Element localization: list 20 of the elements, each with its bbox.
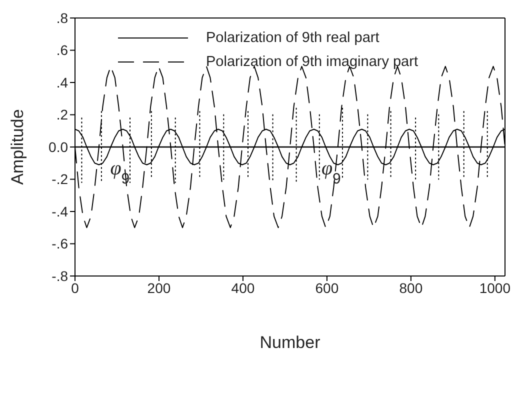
x-tick-label: 0 [71, 280, 80, 296]
y-tick-label: .6 [56, 42, 68, 58]
y-tick-label: -.2 [52, 171, 68, 188]
x-tick-label: 1000 [479, 280, 511, 296]
annotation: φ$_{9}$ [321, 157, 341, 187]
y-tick-label: .2 [56, 106, 68, 123]
legend-label: Polarization of 9th real part [206, 30, 380, 46]
x-tick-label: 400 [231, 280, 255, 296]
x-tick-label: 200 [147, 280, 171, 296]
x-tick-label: 600 [315, 280, 339, 296]
y-tick-label: -.6 [52, 236, 68, 252]
y-axis-title: Amplitude [8, 109, 28, 185]
y-tick-label: .8 [56, 10, 68, 26]
x-tick-label: 800 [399, 280, 423, 296]
y-tick-label: 0.0 [48, 138, 68, 155]
y-tick-label: -.8 [52, 268, 68, 284]
y-tick-label: .4 [56, 74, 68, 90]
legend-label: Polarization of 9th imaginary part [206, 54, 418, 70]
x-axis-title: Number [260, 333, 321, 352]
y-tick-label: -.4 [52, 203, 68, 220]
